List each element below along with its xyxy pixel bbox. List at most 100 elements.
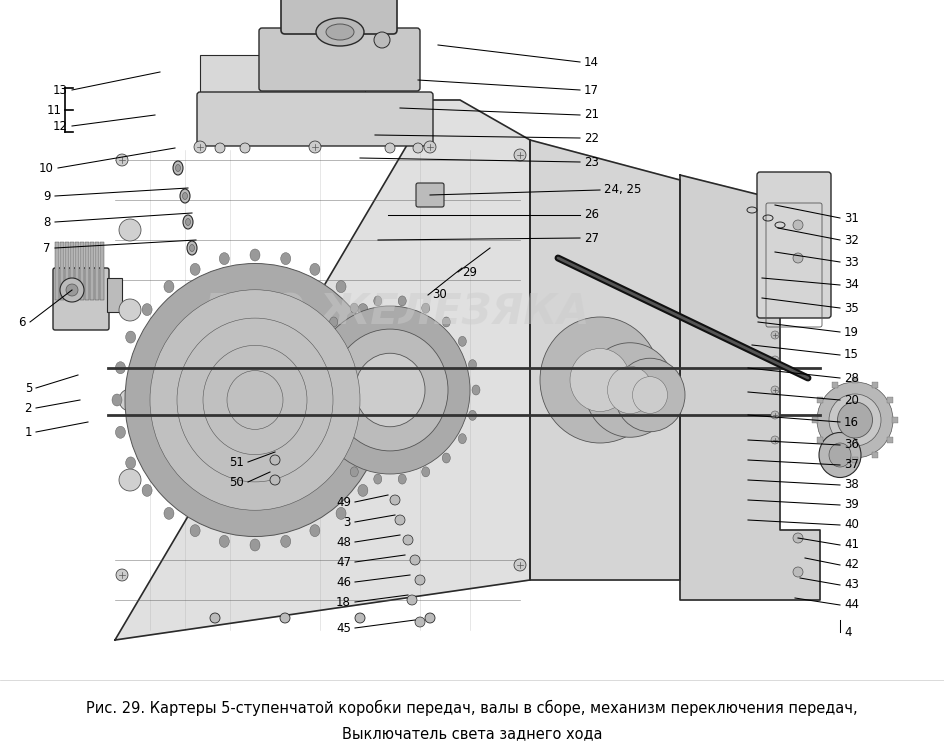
Circle shape bbox=[415, 617, 425, 627]
Bar bbox=[55, 242, 59, 300]
Text: 16: 16 bbox=[844, 416, 859, 429]
Ellipse shape bbox=[143, 485, 152, 497]
Bar bbox=[812, 417, 818, 423]
Ellipse shape bbox=[388, 394, 398, 406]
Ellipse shape bbox=[119, 299, 141, 321]
Ellipse shape bbox=[150, 290, 360, 510]
Ellipse shape bbox=[472, 385, 480, 395]
Ellipse shape bbox=[355, 613, 365, 623]
Text: 3: 3 bbox=[344, 516, 351, 528]
Ellipse shape bbox=[540, 317, 660, 443]
Text: Рис. 29. Картеры 5-ступенчатой коробки передач, валы в сборе, механизм переключе: Рис. 29. Картеры 5-ступенчатой коробки п… bbox=[86, 700, 858, 716]
Ellipse shape bbox=[177, 318, 333, 482]
Ellipse shape bbox=[422, 467, 430, 477]
Circle shape bbox=[395, 515, 405, 525]
Text: 8: 8 bbox=[43, 215, 51, 228]
Ellipse shape bbox=[219, 253, 229, 265]
Text: 41: 41 bbox=[844, 538, 859, 551]
Ellipse shape bbox=[829, 394, 881, 446]
Ellipse shape bbox=[829, 443, 851, 467]
Text: 49: 49 bbox=[336, 495, 351, 509]
Text: 40: 40 bbox=[844, 519, 859, 531]
Circle shape bbox=[793, 220, 803, 230]
Circle shape bbox=[514, 559, 526, 571]
Ellipse shape bbox=[350, 303, 359, 313]
Ellipse shape bbox=[155, 295, 355, 505]
Ellipse shape bbox=[187, 241, 197, 255]
Text: 50: 50 bbox=[229, 476, 244, 488]
Circle shape bbox=[771, 356, 779, 364]
Circle shape bbox=[385, 143, 395, 153]
Circle shape bbox=[410, 555, 420, 565]
Bar bbox=[892, 417, 898, 423]
Bar bbox=[872, 383, 878, 389]
Bar bbox=[872, 451, 878, 457]
Text: ПРО ЖЕЛЕЗЯКА: ПРО ЖЕЛЕЗЯКА bbox=[204, 292, 589, 334]
Ellipse shape bbox=[280, 613, 290, 623]
Ellipse shape bbox=[270, 475, 280, 485]
Text: 5: 5 bbox=[25, 382, 32, 395]
Text: 7: 7 bbox=[43, 241, 51, 255]
Text: 35: 35 bbox=[844, 302, 859, 314]
Circle shape bbox=[407, 595, 417, 605]
Text: 20: 20 bbox=[844, 394, 859, 407]
Text: 47: 47 bbox=[336, 556, 351, 569]
Ellipse shape bbox=[227, 370, 283, 429]
Ellipse shape bbox=[837, 402, 872, 438]
Ellipse shape bbox=[313, 434, 322, 444]
Text: 30: 30 bbox=[432, 289, 447, 302]
Circle shape bbox=[424, 141, 436, 153]
Circle shape bbox=[771, 331, 779, 339]
Ellipse shape bbox=[608, 367, 652, 414]
Ellipse shape bbox=[119, 389, 141, 411]
Text: 27: 27 bbox=[584, 231, 599, 244]
Text: 29: 29 bbox=[462, 265, 477, 278]
Text: 9: 9 bbox=[43, 190, 51, 203]
FancyBboxPatch shape bbox=[53, 268, 109, 330]
Bar bbox=[852, 377, 858, 383]
Bar bbox=[852, 457, 858, 463]
Ellipse shape bbox=[125, 264, 385, 537]
Bar bbox=[832, 451, 838, 457]
Ellipse shape bbox=[186, 218, 191, 225]
Circle shape bbox=[116, 154, 128, 166]
Text: 19: 19 bbox=[844, 326, 859, 339]
Text: 37: 37 bbox=[844, 458, 859, 472]
Ellipse shape bbox=[190, 263, 200, 275]
Bar bbox=[80, 242, 84, 300]
Circle shape bbox=[793, 533, 803, 543]
Circle shape bbox=[116, 569, 128, 581]
Ellipse shape bbox=[374, 474, 381, 484]
Text: 10: 10 bbox=[39, 162, 54, 175]
Ellipse shape bbox=[374, 296, 381, 306]
Text: 23: 23 bbox=[584, 156, 598, 169]
Text: 51: 51 bbox=[229, 456, 244, 469]
FancyBboxPatch shape bbox=[281, 0, 397, 34]
Text: 15: 15 bbox=[844, 349, 859, 361]
Ellipse shape bbox=[183, 324, 327, 476]
Ellipse shape bbox=[115, 426, 126, 438]
Polygon shape bbox=[530, 140, 680, 580]
Ellipse shape bbox=[350, 467, 359, 477]
Circle shape bbox=[240, 143, 250, 153]
Ellipse shape bbox=[329, 317, 338, 327]
Ellipse shape bbox=[303, 360, 312, 370]
Ellipse shape bbox=[384, 361, 395, 373]
Ellipse shape bbox=[183, 215, 193, 229]
Ellipse shape bbox=[336, 507, 346, 519]
Ellipse shape bbox=[310, 306, 470, 474]
Circle shape bbox=[309, 141, 321, 153]
Ellipse shape bbox=[126, 457, 136, 469]
Ellipse shape bbox=[143, 304, 152, 315]
Text: 31: 31 bbox=[844, 212, 859, 225]
Text: 2: 2 bbox=[25, 401, 32, 414]
Text: 42: 42 bbox=[844, 559, 859, 572]
Ellipse shape bbox=[164, 507, 174, 519]
FancyBboxPatch shape bbox=[757, 172, 831, 318]
Ellipse shape bbox=[182, 193, 188, 200]
Text: 4: 4 bbox=[844, 625, 851, 639]
Ellipse shape bbox=[210, 353, 300, 448]
Ellipse shape bbox=[173, 161, 183, 175]
Text: 24, 25: 24, 25 bbox=[604, 184, 641, 197]
Bar bbox=[100, 242, 104, 300]
